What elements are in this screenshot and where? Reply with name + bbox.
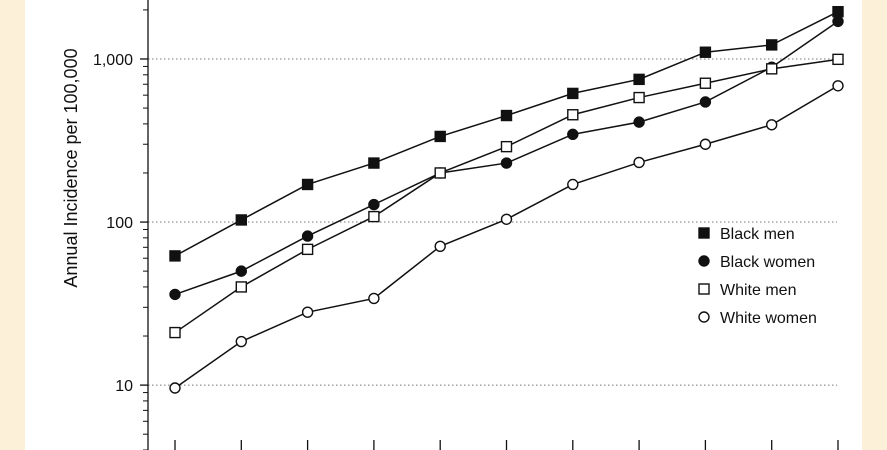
data-point-black-men: [434, 130, 446, 143]
legend: Black men Black women White men White women: [698, 226, 817, 327]
chart-frame: 10 100 1,000 Annual Incidence per 100,000 …: [25, 0, 862, 450]
data-point-white-men: [766, 63, 778, 75]
legend-label-white-men: White men: [720, 282, 796, 299]
data-point-black-men: [169, 250, 181, 262]
data-point-white-men: [368, 210, 380, 223]
data-point-white-men: [434, 167, 446, 179]
grid-lines: [148, 58, 837, 386]
data-point-white-women: [832, 80, 844, 92]
data-point-white-men: [832, 53, 844, 66]
data-point-white-women: [434, 240, 446, 253]
y-tick-label: 100: [106, 215, 133, 232]
data-point-white-men: [699, 77, 712, 89]
legend-marker-white-men: [698, 283, 710, 295]
data-point-white-men: [235, 281, 248, 293]
data-point-white-men: [567, 109, 579, 121]
data-point-black-men: [567, 87, 579, 100]
legend-marker-black-women: [698, 255, 710, 267]
series-lines: [174, 11, 839, 389]
y-axis-title: Annual Incidence per 100,000: [61, 48, 81, 287]
data-point-black-men: [301, 178, 314, 191]
data-point-black-women: [699, 96, 712, 108]
data-point-black-men: [832, 5, 844, 18]
data-point-black-men: [235, 214, 248, 226]
legend-marker-white-women: [698, 311, 710, 323]
series-markers: [169, 5, 844, 394]
data-point-white-women: [699, 138, 712, 150]
data-point-white-women: [368, 292, 380, 305]
data-point-black-men: [500, 109, 513, 122]
data-point-black-women: [567, 128, 579, 141]
data-point-black-women: [235, 265, 248, 277]
legend-label-black-men: Black men: [720, 226, 795, 243]
data-point-black-women: [169, 288, 181, 301]
data-point-black-women: [500, 157, 513, 169]
data-point-white-women: [169, 382, 181, 394]
legend-marker-black-men: [698, 227, 710, 239]
data-point-white-women: [766, 119, 778, 131]
data-point-black-men: [766, 39, 778, 51]
data-point-white-women: [633, 156, 645, 169]
data-point-white-women: [500, 213, 513, 225]
data-point-white-men: [301, 243, 314, 256]
data-point-black-women: [301, 230, 314, 242]
data-point-white-men: [500, 140, 513, 153]
y-ticks: 10 100 1,000: [93, 9, 148, 450]
data-point-black-men: [633, 73, 645, 86]
data-point-white-women: [301, 306, 314, 318]
data-point-black-men: [699, 46, 712, 58]
data-point-black-women: [368, 198, 380, 211]
x-ticks: [174, 440, 839, 450]
legend-label-black-women: Black women: [720, 254, 815, 271]
data-point-white-men: [633, 91, 645, 104]
data-point-black-men: [368, 157, 380, 169]
y-tick-label: 10: [115, 378, 133, 395]
data-point-black-women: [832, 15, 844, 28]
legend-label-white-women: White women: [720, 310, 817, 327]
data-point-white-women: [235, 335, 248, 348]
data-point-white-women: [567, 178, 579, 191]
data-point-white-men: [169, 326, 181, 339]
data-point-black-women: [633, 116, 645, 128]
y-tick-label: 1,000: [93, 52, 133, 69]
